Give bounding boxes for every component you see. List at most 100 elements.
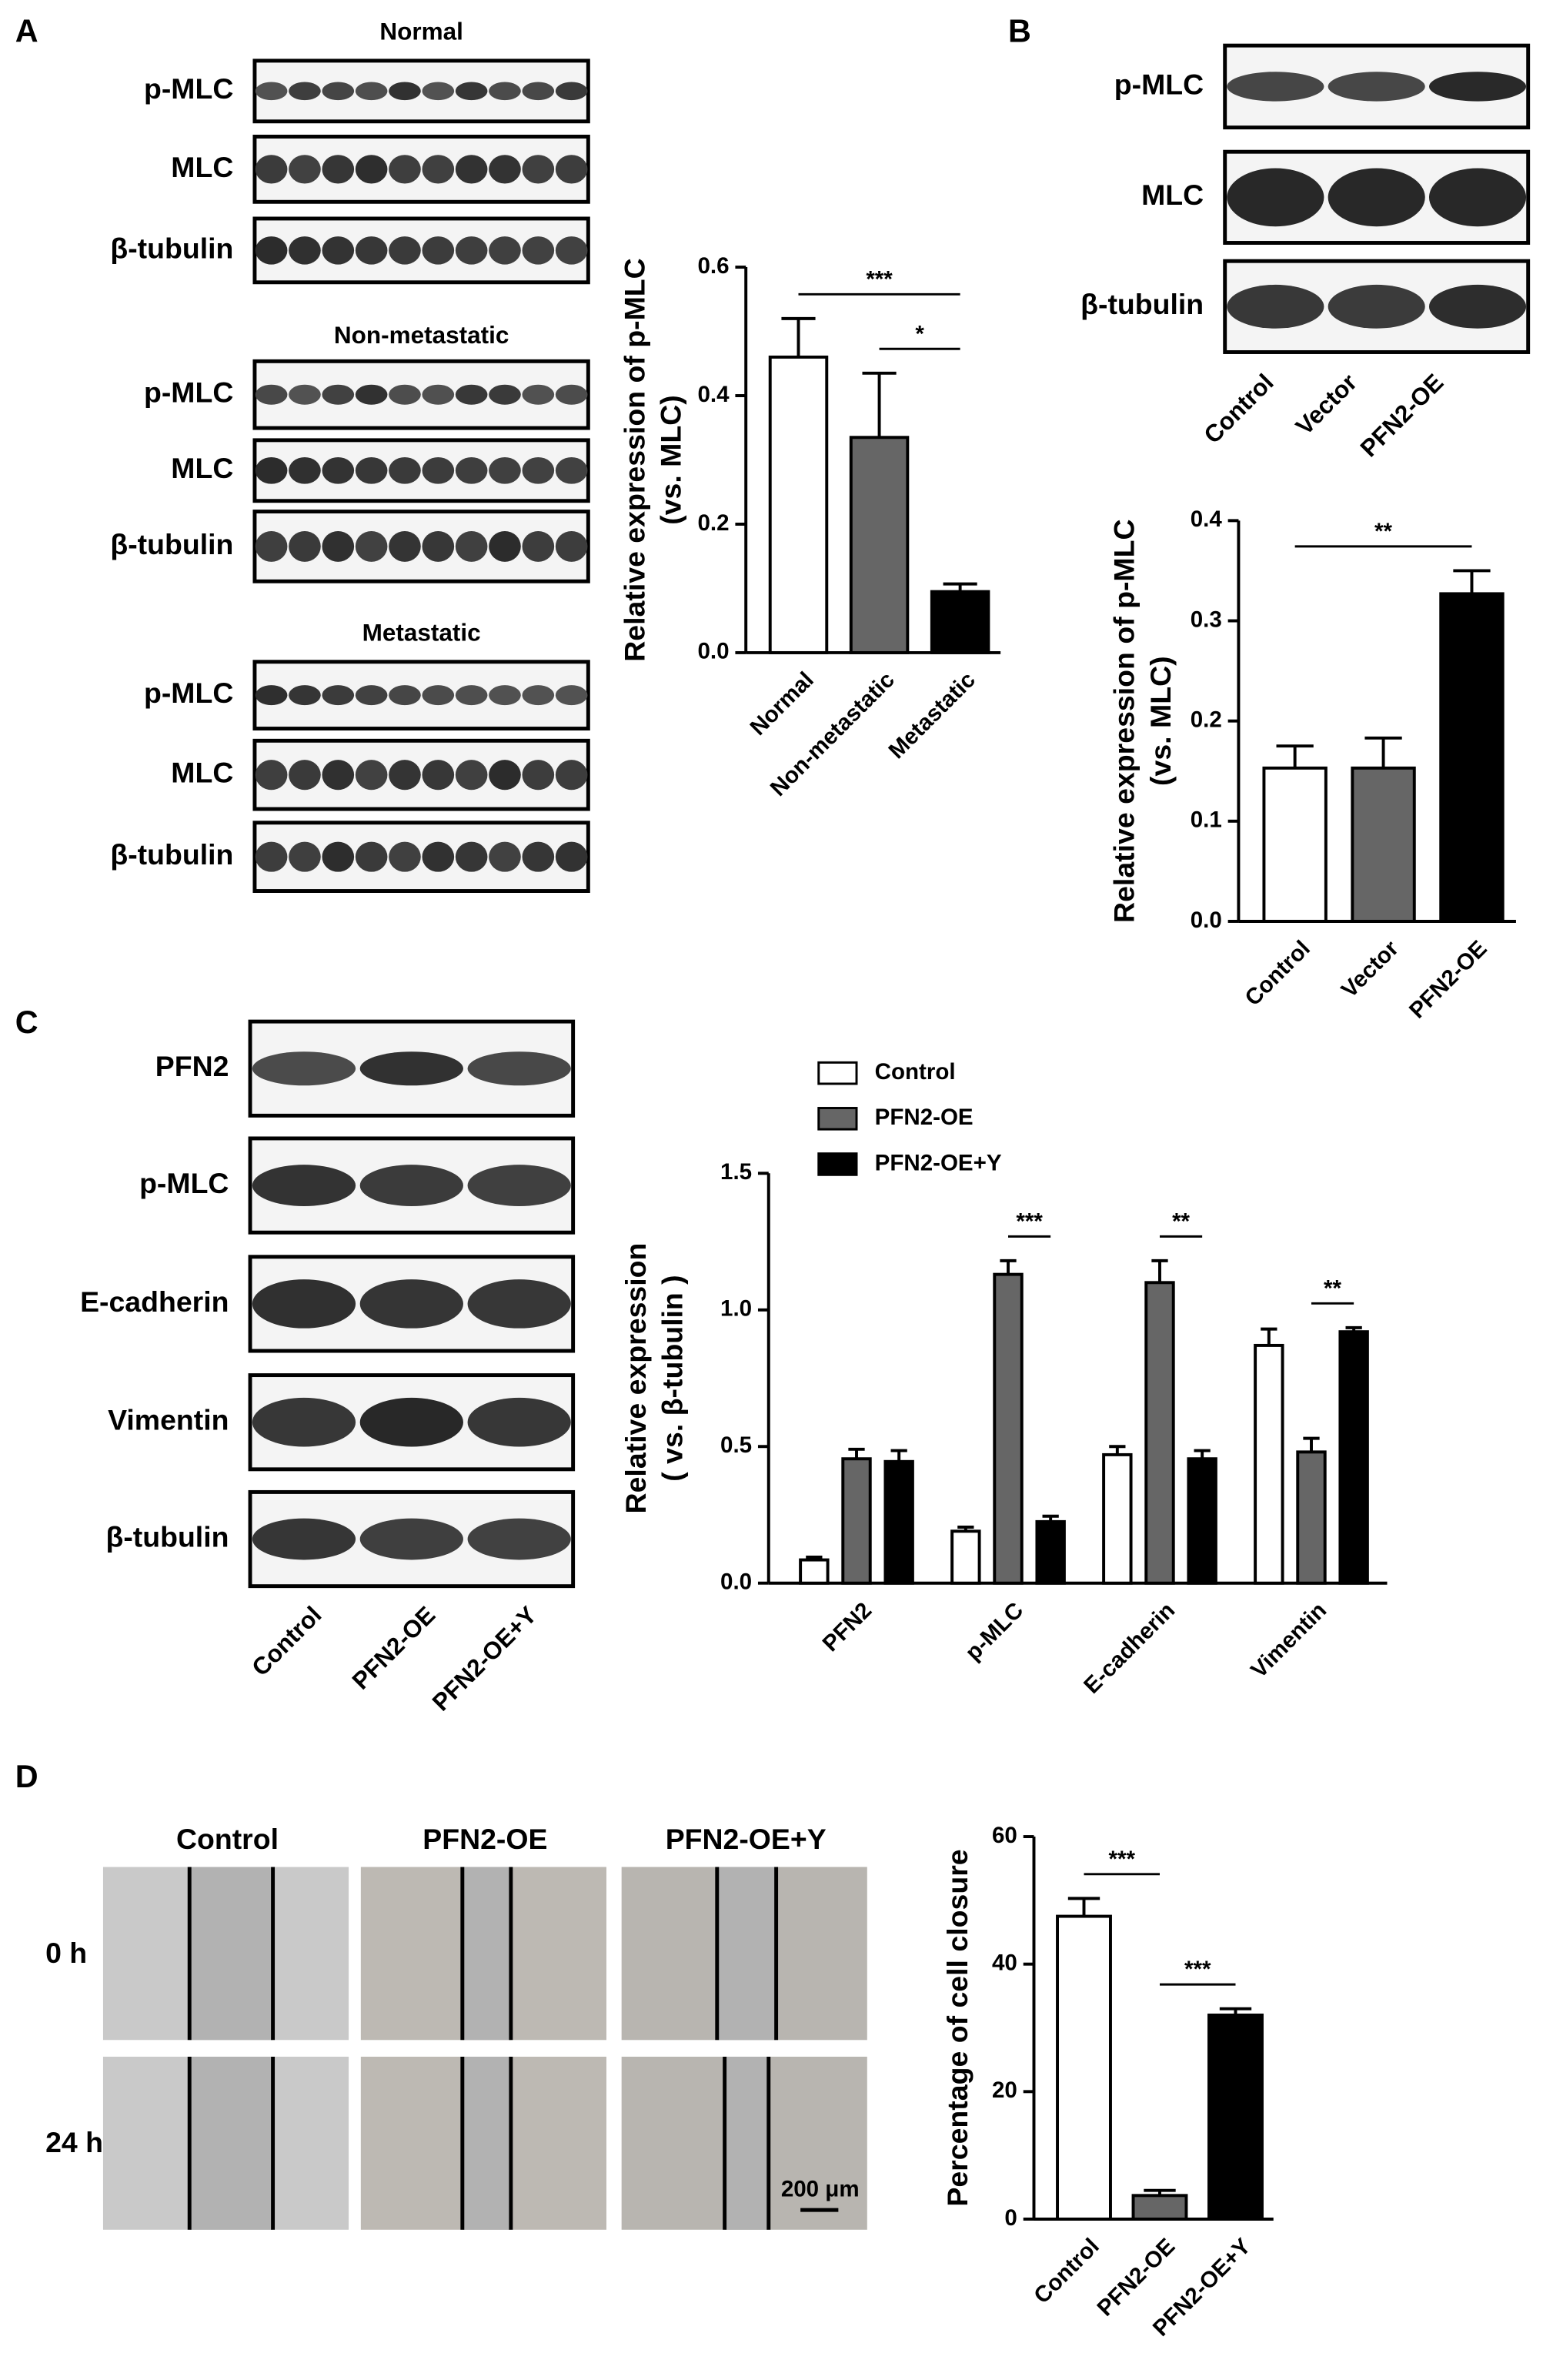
blot-band xyxy=(455,456,488,484)
wound-gap xyxy=(724,2056,769,2230)
blot-band xyxy=(355,384,388,405)
wound-gap xyxy=(462,2056,511,2230)
bar xyxy=(768,355,829,654)
blot-band xyxy=(489,82,521,101)
blot-band xyxy=(255,82,288,101)
y-tick-label: 0.0 xyxy=(1191,908,1222,933)
blot-band xyxy=(455,841,488,872)
blot-band xyxy=(252,1051,356,1086)
blot-band xyxy=(355,685,388,706)
blot-band xyxy=(355,236,388,265)
blot-band xyxy=(555,530,588,562)
blot-band xyxy=(322,155,355,184)
blot-band xyxy=(389,236,421,265)
blot-band xyxy=(322,530,355,562)
bar xyxy=(849,436,910,654)
row-label: 0 h xyxy=(45,1937,87,1969)
blot-row-label: MLC xyxy=(171,452,233,484)
y-tick-label: 0.2 xyxy=(697,510,729,536)
blot-band xyxy=(252,1279,356,1329)
blot-band xyxy=(289,82,321,101)
x-tick-label: Vector xyxy=(1337,935,1404,1003)
y-tick-label: 1.5 xyxy=(720,1159,752,1185)
y-tick-label: 0 xyxy=(1004,2205,1017,2231)
bar xyxy=(1144,1281,1175,1585)
blot-row-label: MLC xyxy=(171,757,233,789)
blot-row-label: PFN2 xyxy=(155,1050,229,1082)
bar xyxy=(1035,1519,1066,1585)
y-axis-label: Relative expression xyxy=(620,1243,652,1514)
bar xyxy=(1207,2013,1264,2221)
blot-band xyxy=(255,456,288,484)
panel-label: A xyxy=(15,13,38,48)
blot-band xyxy=(555,384,588,405)
x-tick-label: Vimentin xyxy=(1246,1597,1331,1683)
wound-gap xyxy=(189,2056,273,2230)
bar xyxy=(1056,1914,1112,2221)
lane-label: Vector xyxy=(1290,368,1362,440)
legend-label: Control xyxy=(875,1059,956,1085)
blot-band xyxy=(522,685,555,706)
panel-label: C xyxy=(15,1004,38,1040)
blot-group-title: Metastatic xyxy=(362,619,481,647)
blot-band xyxy=(455,236,488,265)
blot-band xyxy=(389,155,421,184)
bar xyxy=(799,1558,830,1585)
blot-band xyxy=(555,760,588,791)
wound-gap xyxy=(716,1867,776,2041)
y-axis-label: (vs. MLC) xyxy=(1144,656,1177,786)
y-tick-label: 40 xyxy=(992,1950,1017,1975)
blot-band xyxy=(489,236,521,265)
lane-label: PFN2-OE xyxy=(346,1601,440,1695)
blot-group-title: Non-metastatic xyxy=(334,321,509,349)
y-tick-label: 0.5 xyxy=(720,1432,752,1458)
y-tick-label: 0.4 xyxy=(1191,506,1223,532)
blot-band xyxy=(1227,284,1324,329)
blot-band xyxy=(389,760,421,791)
significance-label: * xyxy=(915,321,924,346)
blot-row-label: β-tubulin xyxy=(105,1520,229,1553)
blot-band xyxy=(467,1051,571,1086)
blot-row-label: p-MLC xyxy=(144,677,233,709)
blot-band xyxy=(422,82,455,101)
blot-band xyxy=(522,236,555,265)
blot-band xyxy=(555,82,588,101)
row-label: 24 h xyxy=(45,2126,103,2158)
bar xyxy=(841,1457,872,1585)
y-tick-label: 1.0 xyxy=(720,1296,752,1322)
column-header: PFN2-OE+Y xyxy=(666,1823,827,1855)
blot-band xyxy=(489,760,521,791)
blot-band xyxy=(455,82,488,101)
blot-row-label: Vimentin xyxy=(108,1404,229,1436)
blot-band xyxy=(1328,284,1425,329)
significance-label: *** xyxy=(1109,1847,1136,1872)
blot-band xyxy=(422,530,455,562)
blot-band xyxy=(522,155,555,184)
blot-band xyxy=(289,685,321,706)
blot-band xyxy=(522,530,555,562)
x-tick-label: E-cadherin xyxy=(1079,1597,1180,1698)
y-tick-label: 20 xyxy=(992,2077,1017,2103)
blot-band xyxy=(255,841,288,872)
lane-label: PFN2-OE xyxy=(1354,368,1448,462)
blot-band xyxy=(389,384,421,405)
blot-band xyxy=(1227,168,1324,227)
column-header: PFN2-OE xyxy=(422,1823,547,1855)
blot-band xyxy=(359,1518,463,1560)
wound-gap xyxy=(189,1867,273,2041)
blot-band xyxy=(1428,72,1527,102)
blot-band xyxy=(489,456,521,484)
blot-band xyxy=(322,82,355,101)
blot-band xyxy=(522,82,555,101)
y-axis-label: Percentage of cell closure xyxy=(941,1849,974,2206)
significance-label: ** xyxy=(1374,519,1392,544)
scale-bar-label: 200 μm xyxy=(781,2176,860,2201)
lane-label: Control xyxy=(1198,368,1279,449)
x-tick-label: Control xyxy=(1029,2234,1104,2309)
blot-band xyxy=(455,384,488,405)
blot-row-label: β-tubulin xyxy=(110,232,233,264)
significance-label: ** xyxy=(1172,1208,1190,1234)
y-tick-label: 0.2 xyxy=(1191,707,1222,732)
blot-band xyxy=(522,760,555,791)
blot-band xyxy=(322,760,355,791)
